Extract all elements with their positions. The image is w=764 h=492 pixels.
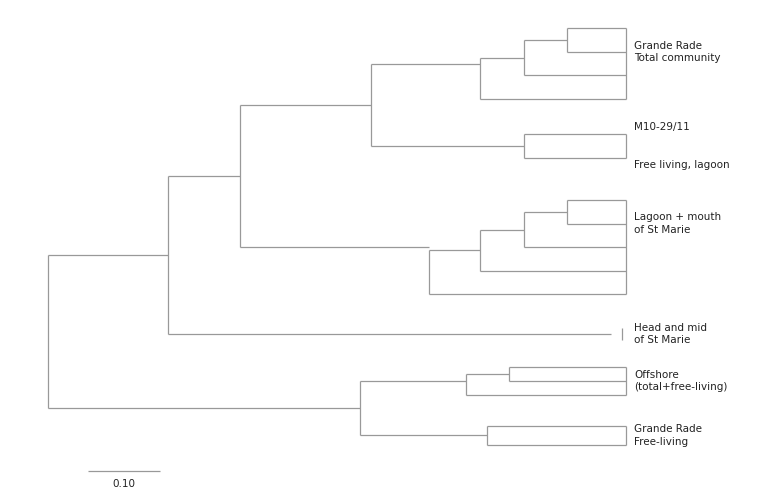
Text: M10-29/11: M10-29/11 <box>634 122 690 132</box>
Text: Free living, lagoon: Free living, lagoon <box>634 160 730 170</box>
Text: Grande Rade
Total community: Grande Rade Total community <box>634 41 720 63</box>
Text: Lagoon + mouth
of St Marie: Lagoon + mouth of St Marie <box>634 213 721 235</box>
Text: Offshore
(total+free-living): Offshore (total+free-living) <box>634 370 727 393</box>
Text: 0.10: 0.10 <box>112 479 135 489</box>
Text: Grande Rade
Free-living: Grande Rade Free-living <box>634 424 702 447</box>
Text: Head and mid
of St Marie: Head and mid of St Marie <box>634 323 707 345</box>
